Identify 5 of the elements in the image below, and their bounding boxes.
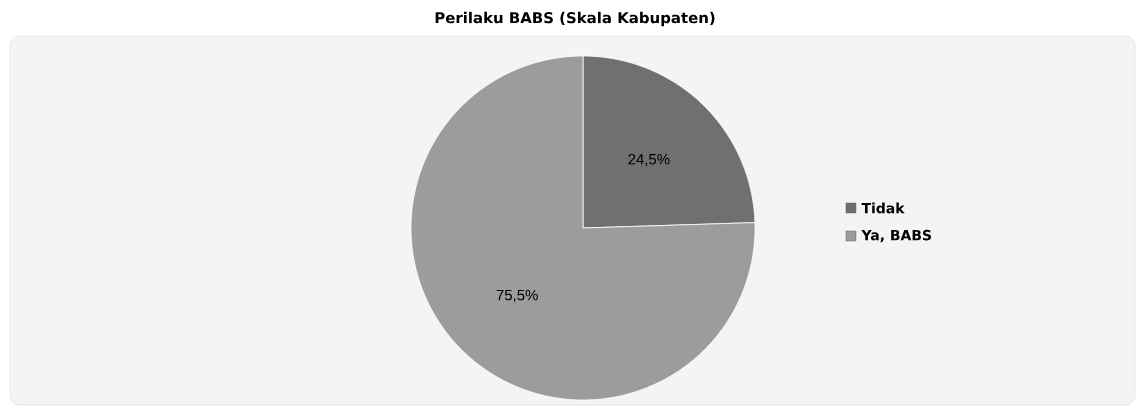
chart-title: Perilaku BABS (Skala Kabupaten) [435,11,715,27]
data-label: 24,5% [628,153,670,167]
legend-label: Ya, BABS [861,229,931,243]
legend-label: Tidak [861,202,905,214]
data-label: 75,5% [496,289,538,303]
